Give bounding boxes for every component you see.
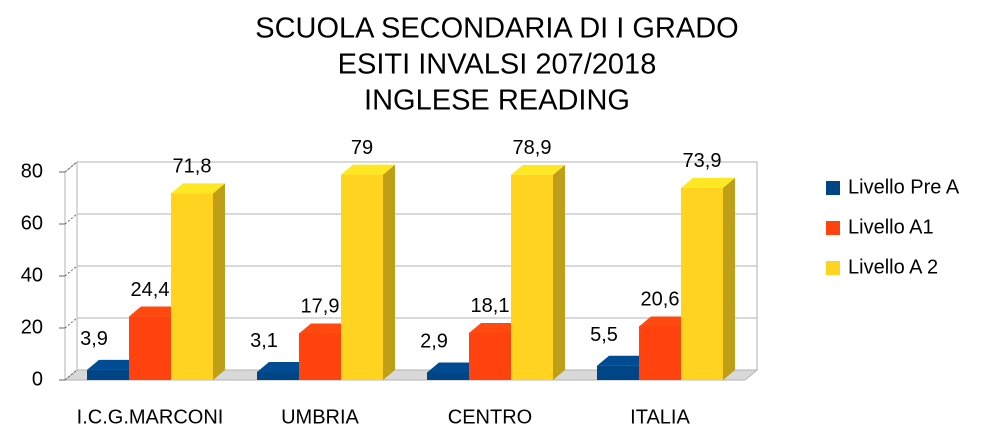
bar-front <box>171 193 213 380</box>
value-label: 79 <box>351 137 373 159</box>
value-label: 5,5 <box>590 324 618 346</box>
grid-line <box>64 317 78 329</box>
x-tick-label: I.C.G.MARCONI <box>77 406 224 428</box>
x-tick-label: UMBRIA <box>281 406 359 428</box>
bar-front <box>299 333 341 380</box>
bar <box>171 183 225 380</box>
bar-front <box>681 187 723 380</box>
bar <box>469 322 523 380</box>
bar-top <box>511 164 565 175</box>
bar-top <box>597 355 651 366</box>
bar <box>681 177 735 380</box>
y-tick-label: 0 <box>32 368 43 390</box>
bar-top <box>681 177 735 188</box>
bar <box>511 164 565 380</box>
bar <box>341 164 395 380</box>
value-label: 71,8 <box>173 156 212 178</box>
chart-title: ESITI INVALSI 207/2018 <box>338 49 657 81</box>
value-label: 73,9 <box>683 150 722 172</box>
y-tick-label: 40 <box>21 264 43 286</box>
value-label: 2,9 <box>420 331 448 353</box>
bar-front <box>597 365 639 380</box>
legend-swatch <box>826 181 840 195</box>
grid-line <box>64 369 78 381</box>
legend-swatch <box>826 261 840 275</box>
value-label: 3,1 <box>250 330 278 352</box>
x-tick-label: ITALIA <box>630 406 690 428</box>
grid-line <box>64 161 78 173</box>
value-label: 17,9 <box>301 296 340 318</box>
chart-title: SCUOLA SECONDARIA DI I GRADO <box>255 13 738 45</box>
bar-top <box>469 322 523 333</box>
value-label: 3,9 <box>80 328 108 350</box>
y-tick-label: 20 <box>21 316 43 338</box>
bar-top <box>639 316 693 327</box>
bar-side <box>723 177 735 380</box>
bar-top <box>171 183 225 194</box>
chart-title: INGLESE READING <box>364 85 630 117</box>
side-wall <box>64 160 78 382</box>
bar-top <box>129 306 183 317</box>
legend-label: Livello A 2 <box>848 256 938 278</box>
bar-side <box>553 164 565 380</box>
value-label: 24,4 <box>131 279 170 301</box>
bar-front <box>639 326 681 380</box>
bar-front <box>341 174 383 380</box>
bar-top <box>87 359 141 370</box>
bar-front <box>469 332 511 380</box>
value-label: 20,6 <box>641 289 680 311</box>
bar-top <box>299 323 353 334</box>
bar-top <box>427 362 481 373</box>
legend-label: Livello A1 <box>848 216 934 238</box>
y-tick-label: 60 <box>21 212 43 234</box>
bar-side <box>213 183 225 380</box>
x-tick-label: CENTRO <box>448 406 532 428</box>
grid-line <box>64 213 78 225</box>
bar-front <box>257 371 299 380</box>
bar-front <box>129 316 171 380</box>
bar-side <box>383 164 395 380</box>
grid-line <box>64 265 78 277</box>
bar-front <box>511 174 553 380</box>
value-label: 18,1 <box>471 295 510 317</box>
bar-top <box>257 361 311 372</box>
y-tick-label: 80 <box>21 160 43 182</box>
bar-top <box>341 164 395 175</box>
bar-front <box>87 369 129 380</box>
legend-swatch <box>826 221 840 235</box>
value-label: 78,9 <box>513 137 552 159</box>
legend-label: Livello Pre A <box>848 176 960 198</box>
bar-front <box>427 372 469 380</box>
